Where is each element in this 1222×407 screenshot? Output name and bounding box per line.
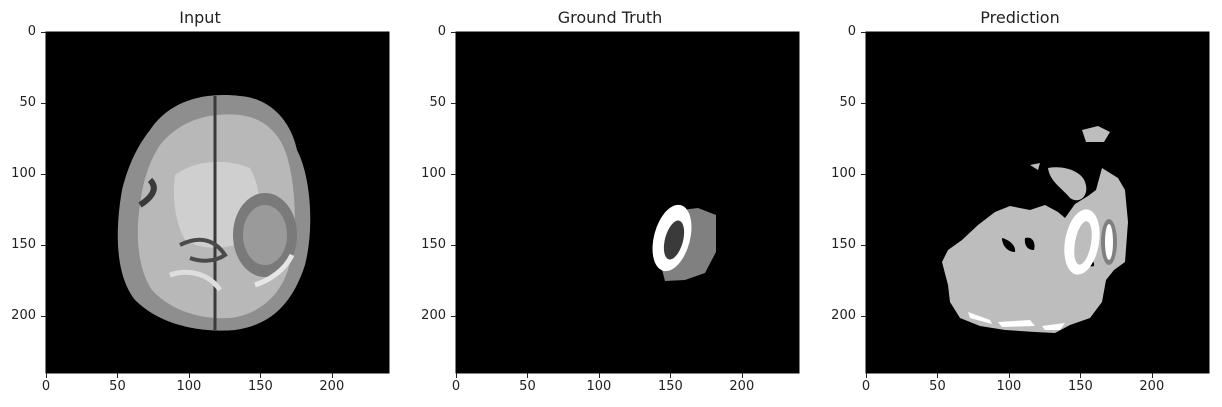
y-tick-mark — [861, 245, 866, 247]
x-tick-label: 150 — [657, 379, 683, 394]
panel-title: Prediction — [980, 8, 1060, 27]
x-tick-mark — [741, 373, 743, 378]
x-tick-mark — [527, 373, 529, 378]
y-tick-label: 0 — [437, 24, 446, 39]
y-tick-label: 100 — [11, 166, 36, 182]
x-tick-label: 150 — [1067, 379, 1093, 394]
x-tick-label: 0 — [41, 379, 51, 394]
x-tick-label: 0 — [861, 379, 871, 394]
y-tick-label: 50 — [429, 95, 446, 111]
x-tick-label: 150 — [247, 379, 273, 394]
panel-title: Ground Truth — [557, 8, 663, 27]
y-tick-mark — [451, 245, 456, 247]
x-tick-mark — [456, 373, 457, 378]
x-tick-mark — [598, 373, 600, 378]
y-tick-mark — [861, 174, 866, 176]
y-tick-mark — [41, 103, 46, 105]
y-tick-label: 100 — [421, 166, 446, 182]
x-tick-label: 100 — [996, 379, 1022, 394]
x-tick-mark — [866, 373, 867, 378]
y-tick-label: 200 — [421, 308, 446, 324]
x-tick-mark — [937, 373, 939, 378]
y-tick-mark — [41, 245, 46, 247]
image-axes — [45, 31, 390, 374]
panel-title: Input — [179, 8, 221, 27]
x-tick-mark — [1008, 373, 1010, 378]
y-tick-mark — [451, 316, 456, 318]
prediction-mask — [942, 126, 1128, 333]
x-tick-label: 200 — [729, 379, 755, 394]
image-frame — [455, 31, 800, 374]
x-tick-label: 100 — [176, 379, 202, 394]
x-tick-mark — [46, 373, 47, 378]
y-tick-label: 200 — [11, 308, 36, 324]
y-tick-mark — [861, 32, 866, 33]
y-tick-mark — [861, 103, 866, 105]
y-tick-label: 0 — [27, 24, 36, 39]
x-tick-label: 50 — [109, 379, 126, 394]
x-tick-mark — [331, 373, 333, 378]
ground-truth-mask — [652, 204, 716, 281]
y-tick-mark — [41, 316, 46, 318]
x-tick-mark — [670, 373, 672, 378]
y-tick-label: 200 — [831, 308, 856, 324]
y-tick-label: 50 — [839, 95, 856, 111]
x-tick-label: 50 — [929, 379, 946, 394]
x-tick-label: 200 — [319, 379, 345, 394]
x-tick-label: 200 — [1139, 379, 1165, 394]
y-tick-mark — [451, 103, 456, 105]
x-tick-mark — [1080, 373, 1082, 378]
x-tick-mark — [1151, 373, 1153, 378]
y-tick-label: 150 — [831, 237, 856, 253]
x-tick-mark — [260, 373, 262, 378]
y-tick-mark — [861, 316, 866, 318]
y-tick-mark — [41, 174, 46, 176]
panel-prediction: Prediction — [820, 0, 1220, 407]
y-tick-label: 50 — [19, 95, 36, 111]
image-axes — [865, 31, 1210, 374]
panel-input: Input — [0, 0, 400, 407]
y-tick-mark — [41, 32, 46, 33]
y-tick-label: 150 — [11, 237, 36, 253]
y-tick-label: 100 — [831, 166, 856, 182]
x-tick-label: 100 — [586, 379, 612, 394]
x-tick-label: 50 — [519, 379, 536, 394]
x-tick-mark — [188, 373, 190, 378]
x-tick-mark — [117, 373, 119, 378]
y-tick-mark — [451, 32, 456, 33]
image-axes — [455, 31, 800, 374]
brain-mri-image — [117, 95, 311, 331]
y-tick-mark — [451, 174, 456, 176]
y-tick-label: 150 — [421, 237, 446, 253]
panel-ground-truth: Ground Truth — [410, 0, 810, 407]
x-tick-label: 0 — [451, 379, 461, 394]
y-tick-label: 0 — [847, 24, 856, 39]
